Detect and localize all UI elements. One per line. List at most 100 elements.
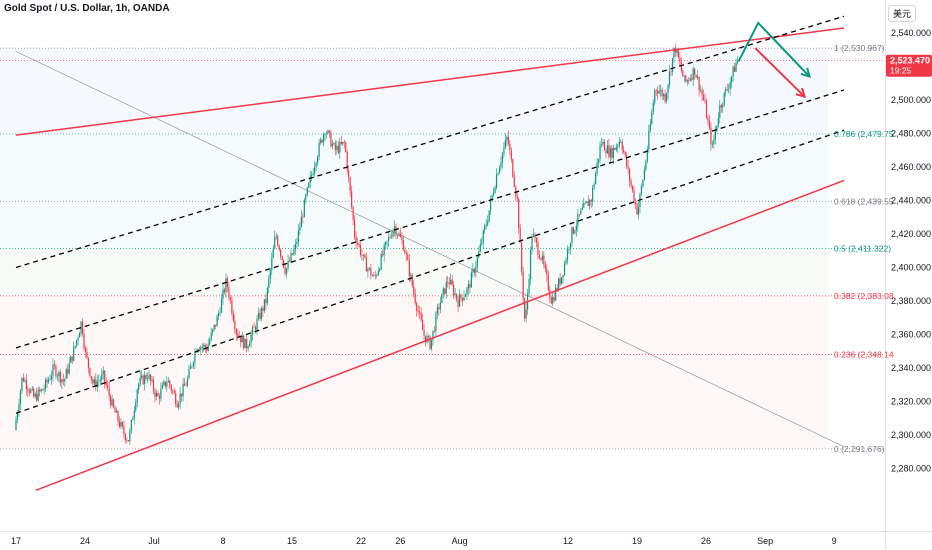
candle-body bbox=[303, 199, 305, 217]
candle-body bbox=[110, 396, 112, 406]
candle-body bbox=[319, 139, 322, 143]
candle-body bbox=[729, 82, 731, 89]
candle-body bbox=[534, 234, 536, 238]
candle-body bbox=[697, 76, 699, 78]
candle-body bbox=[664, 93, 666, 102]
candle-body bbox=[176, 404, 178, 408]
candle-body bbox=[509, 143, 511, 151]
candle-body bbox=[31, 388, 33, 390]
candle-body bbox=[596, 162, 598, 174]
candle-body bbox=[726, 89, 728, 90]
candle-body bbox=[535, 237, 538, 243]
candle-body bbox=[111, 399, 113, 406]
candle-body bbox=[593, 184, 595, 188]
candle-body bbox=[28, 390, 30, 393]
candle-body bbox=[667, 84, 669, 94]
candle-body bbox=[324, 134, 326, 135]
candle-body bbox=[21, 377, 23, 391]
candle-body bbox=[612, 147, 614, 158]
candle-body bbox=[546, 268, 548, 275]
candle-body bbox=[586, 201, 588, 203]
fib-label: 0.618 (2,439.55 bbox=[834, 196, 894, 206]
candle-body bbox=[383, 245, 385, 256]
candle-body bbox=[141, 375, 143, 378]
candle-body bbox=[636, 203, 638, 215]
candle-body bbox=[318, 142, 320, 157]
candle-body bbox=[500, 162, 502, 168]
candle-body bbox=[183, 383, 186, 386]
price-tick-label: 2,400.000 bbox=[891, 263, 931, 273]
candle-body bbox=[404, 250, 406, 254]
projection-arrows bbox=[737, 21, 811, 99]
candle-body bbox=[621, 141, 623, 150]
time-tick-label: 26 bbox=[395, 536, 405, 546]
candle-body bbox=[127, 440, 129, 442]
fib-label: 0 (2,291.676) bbox=[834, 444, 885, 454]
candle-body bbox=[281, 256, 283, 260]
candle-body bbox=[571, 227, 573, 244]
candle-body bbox=[736, 60, 739, 64]
candle-body bbox=[376, 275, 378, 276]
candle-body bbox=[572, 227, 575, 234]
time-tick-label: 22 bbox=[356, 536, 366, 546]
candle-body bbox=[497, 173, 499, 175]
candle-body bbox=[658, 91, 660, 94]
candle-body bbox=[528, 279, 530, 294]
candle-body bbox=[722, 104, 724, 108]
candle-body bbox=[484, 226, 486, 231]
candle-body bbox=[735, 63, 737, 72]
candle-body bbox=[430, 339, 433, 349]
candle-body bbox=[234, 320, 236, 330]
candle-body bbox=[181, 393, 183, 397]
candle-body bbox=[512, 159, 514, 177]
candle-body bbox=[393, 226, 396, 230]
candle-body bbox=[600, 144, 603, 146]
candle-body bbox=[725, 89, 727, 93]
time-tick-label: 26 bbox=[701, 536, 711, 546]
candle-body bbox=[362, 254, 365, 256]
candle-body bbox=[297, 230, 300, 243]
channel-line-solid bbox=[35, 179, 845, 491]
candle-body bbox=[191, 365, 193, 367]
candle-body bbox=[201, 346, 203, 348]
candle-body bbox=[237, 334, 239, 337]
candle-body bbox=[210, 332, 212, 340]
candle-body bbox=[228, 286, 230, 298]
candle-body bbox=[340, 141, 342, 144]
candle-body bbox=[30, 389, 32, 393]
candle-body bbox=[438, 307, 440, 310]
candle-body bbox=[648, 130, 650, 150]
candle-body bbox=[334, 143, 336, 150]
candle-body bbox=[179, 393, 181, 404]
fib-label: 1 (2,530.967) bbox=[834, 43, 885, 53]
candle-body bbox=[223, 289, 226, 293]
candle-body bbox=[268, 278, 270, 288]
candle-body bbox=[345, 142, 347, 152]
candle-body bbox=[694, 68, 696, 75]
candle-body bbox=[277, 236, 279, 246]
candle-body bbox=[521, 242, 523, 272]
candle-body bbox=[442, 288, 444, 294]
candle-body bbox=[422, 320, 424, 331]
candle-body bbox=[235, 329, 237, 335]
candle-body bbox=[112, 399, 115, 408]
candle-body bbox=[580, 209, 582, 215]
candle-body bbox=[74, 345, 76, 348]
time-tick-label: 24 bbox=[80, 536, 90, 546]
candle-body bbox=[458, 294, 461, 307]
candle-body bbox=[691, 78, 693, 80]
fib-band bbox=[0, 201, 828, 249]
candle-body bbox=[358, 243, 360, 246]
candle-body bbox=[37, 389, 39, 401]
candle-body bbox=[627, 166, 629, 169]
candle-body bbox=[401, 237, 403, 241]
currency-button[interactable]: 美元 bbox=[887, 5, 916, 22]
candle-body bbox=[263, 299, 265, 311]
candle-body bbox=[87, 357, 90, 368]
candle-body bbox=[713, 139, 715, 145]
candle-body bbox=[331, 143, 334, 147]
time-axis: 17 24 Jul 8 15 22 26 Aug 12 19 26 Sep 9 bbox=[11, 536, 837, 546]
candle-body bbox=[553, 297, 555, 301]
candle-body bbox=[676, 48, 678, 53]
